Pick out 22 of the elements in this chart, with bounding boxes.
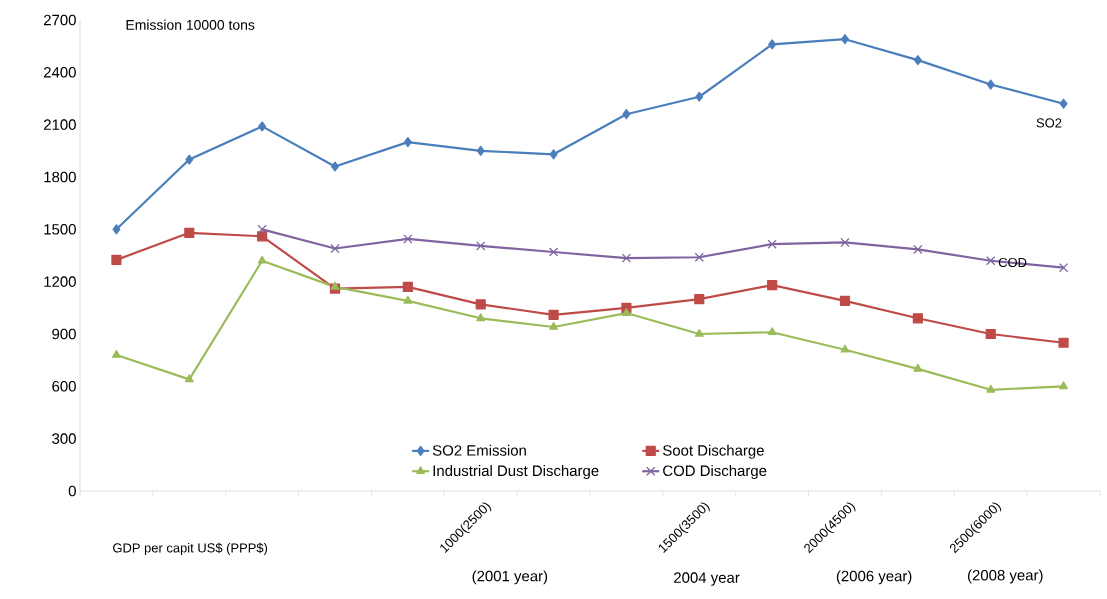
y-tick-label: 600 [52,381,76,392]
legend-label: SO2 Emission [432,444,526,456]
y-tick-label: 0 [68,485,76,497]
x-axis-title: GDP per capit US$ (PPP$) [113,542,268,556]
text: 2004 year [674,572,740,586]
annotation: COD [998,257,1027,268]
text: (2001 year) [472,570,548,585]
y-tick-label: 1500 [44,224,76,235]
y-tick-label: 2100 [43,119,76,130]
y-tick-label: 1800 [44,171,76,183]
y-tick-label: 300 [52,433,76,444]
text: (2008 year) [968,569,1043,584]
annotation: SO2 [1036,118,1062,128]
y-axis-title: Emission 10000 tons [126,19,255,30]
y-tick-label: 2400 [43,67,76,78]
legend-label: Soot Discharge [663,444,764,459]
y-tick-label: 900 [52,328,76,340]
text: (2006 year) [836,570,912,585]
y-tick-label: 2700 [43,14,76,26]
legend-label: Industrial Dust Discharge [433,465,599,479]
y-tick-label: 1200 [44,276,76,287]
legend-label: COD Discharge [663,465,767,479]
